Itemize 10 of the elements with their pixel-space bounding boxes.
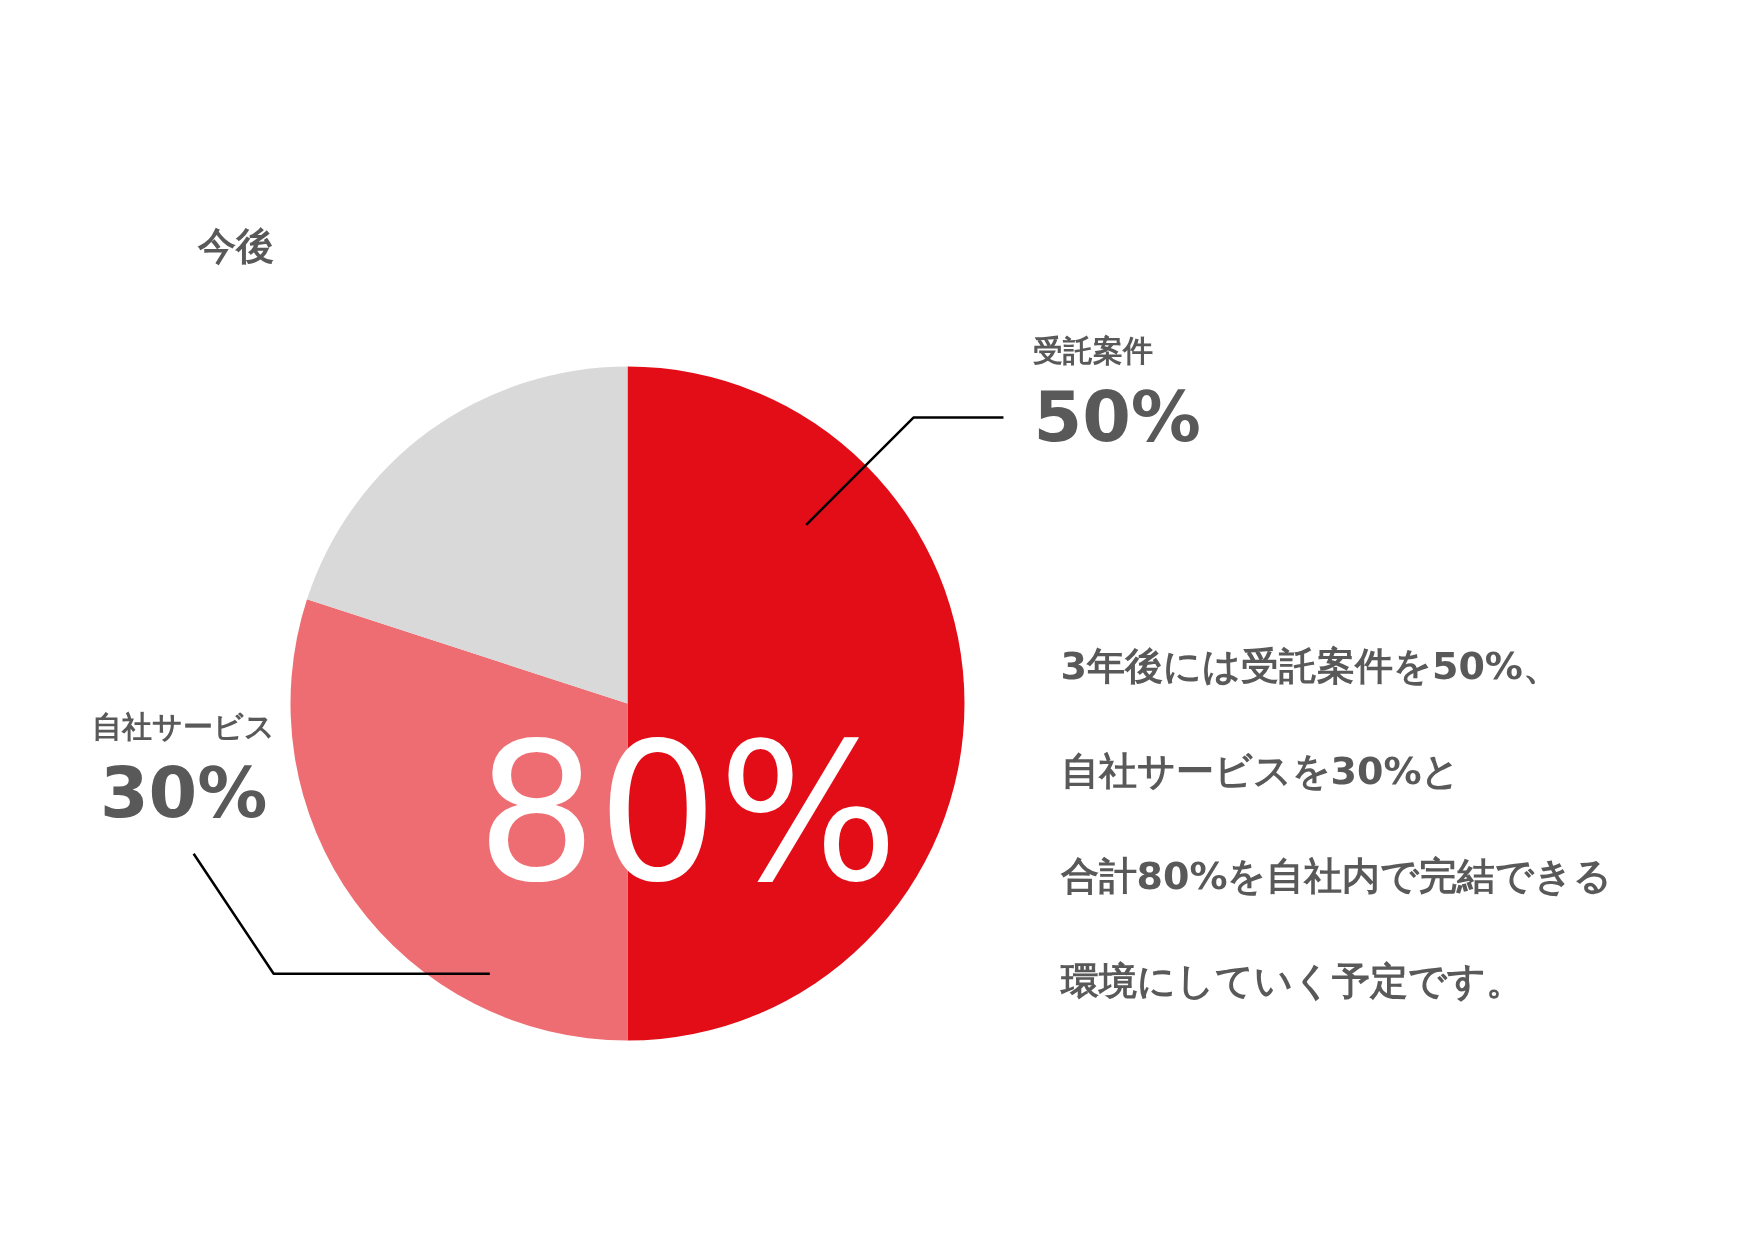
- text: 自社サービスを30%と: [1060, 748, 1461, 793]
- text: 環境にしていく予定です。: [1059, 958, 1524, 1003]
- slice-label: 自社サービス: [92, 708, 276, 744]
- text: 合計80%を自社内で完結できる: [1059, 853, 1613, 898]
- text: 3年後には受託案件を50%、: [1060, 643, 1561, 688]
- text: 80%: [476, 703, 899, 924]
- chart-title: 今後: [196, 223, 274, 268]
- data-label: 50%: [1033, 375, 1202, 458]
- slice-label: 受託案件: [1033, 332, 1154, 368]
- data-label: 30%: [99, 751, 268, 834]
